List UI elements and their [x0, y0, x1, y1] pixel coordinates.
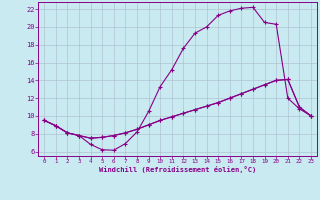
- X-axis label: Windchill (Refroidissement éolien,°C): Windchill (Refroidissement éolien,°C): [99, 166, 256, 173]
